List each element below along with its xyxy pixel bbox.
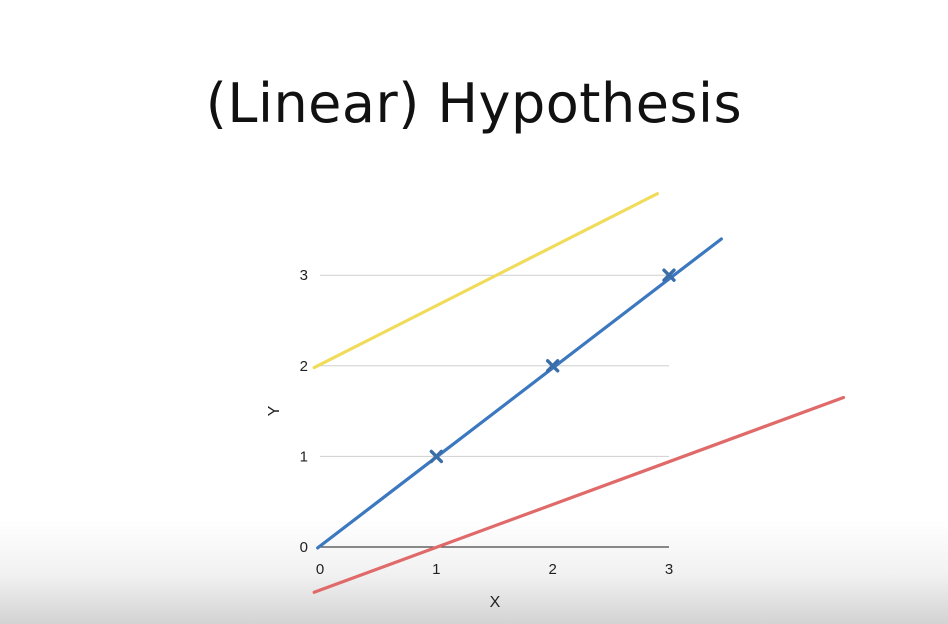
tick-labels: 0 1 2 3 0 1 2 3 (300, 267, 674, 578)
data-points (429, 268, 676, 464)
x-tick-label-1: 1 (432, 561, 440, 578)
y-tick-label-1: 1 (300, 448, 308, 465)
hypothesis-line-2 (316, 237, 723, 550)
data-point-1 (429, 449, 444, 464)
y-tick-label-0: 0 (300, 539, 308, 556)
hypothesis-line-3 (312, 395, 846, 594)
y-tick-label-3: 3 (300, 267, 308, 284)
y-axis-label: Y (266, 405, 283, 416)
x-tick-label-2: 2 (548, 561, 556, 578)
data-point-3 (662, 268, 676, 282)
x-axis-label: X (490, 594, 501, 611)
x-tick-label-3: 3 (665, 561, 673, 578)
hypothesis-line-1 (312, 192, 659, 370)
slide-title: (Linear) Hypothesis (205, 72, 743, 135)
x-tick-label-0: 0 (316, 561, 324, 578)
hypothesis-lines (312, 192, 846, 594)
y-tick-label-2: 2 (300, 358, 308, 375)
data-point-2 (545, 359, 560, 373)
gridlines (320, 274, 669, 457)
